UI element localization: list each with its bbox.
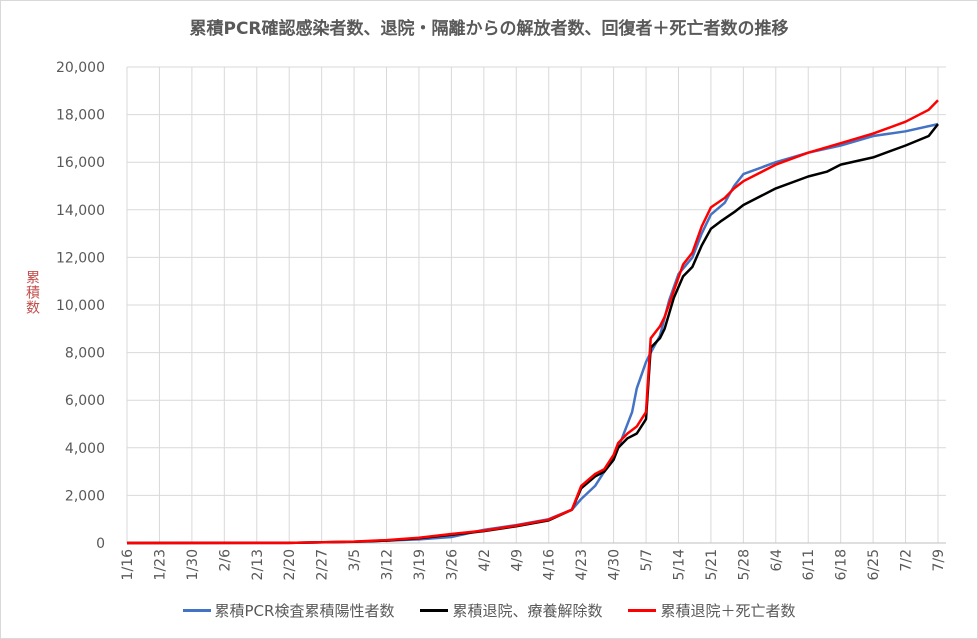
series-line-2	[126, 123, 939, 545]
x-tick-label: 3/5	[347, 549, 363, 572]
legend-swatch	[628, 609, 657, 612]
y-tick-label: 8,000	[65, 346, 105, 362]
legend-label: 累積退院、療養解除数	[452, 602, 603, 620]
y-axis-label: 累積数	[24, 270, 40, 315]
y-tick-label: 0	[96, 536, 105, 552]
x-tick-label: 4/23	[574, 549, 590, 580]
x-tick-label: 6/11	[801, 549, 817, 580]
x-tick-label: 3/26	[444, 549, 460, 581]
x-tick-label: 5/28	[736, 549, 752, 580]
x-tick-label: 3/19	[412, 549, 428, 580]
series-line-1	[126, 122, 939, 545]
legend: 累積PCR検査累積陽性者数 累積退院、療養解除数 累積退院＋死亡者数	[0, 600, 978, 621]
y-tick-label: 20,000	[56, 60, 105, 76]
x-tick-label: 4/16	[542, 549, 558, 581]
legend-swatch	[182, 609, 211, 612]
y-tick-label: 6,000	[65, 393, 105, 409]
series-line-3	[126, 99, 939, 545]
x-tick-label: 5/7	[639, 549, 655, 572]
x-tick-label: 7/9	[931, 549, 947, 572]
y-tick-label: 4,000	[65, 441, 105, 457]
y-tick-label: 18,000	[56, 108, 105, 124]
legend-item: 累積退院＋死亡者数	[628, 600, 795, 621]
x-tick-label: 6/18	[834, 549, 850, 580]
x-tick-label: 1/16	[120, 549, 136, 581]
x-tick-label: 5/14	[671, 549, 687, 581]
legend-item: 累積退院、療養解除数	[420, 600, 602, 621]
x-tick-label: 4/2	[477, 549, 493, 572]
x-tick-label: 7/2	[899, 549, 915, 572]
y-tick-label: 2,000	[65, 488, 105, 504]
y-tick-label: 12,000	[56, 250, 105, 266]
legend-label: 累積退院＋死亡者数	[660, 602, 796, 620]
x-tick-label: 6/4	[769, 549, 785, 572]
x-tick-label: 5/21	[704, 549, 720, 580]
x-tick-label: 3/12	[380, 549, 396, 580]
x-tick-label: 6/25	[866, 549, 882, 580]
x-tick-label: 1/30	[185, 549, 201, 580]
legend-label: 累積PCR検査累積陽性者数	[214, 602, 395, 620]
x-tick-label: 4/9	[509, 549, 525, 572]
x-tick-label: 1/23	[152, 549, 168, 580]
chart-title: 累積PCR確認感染者数、退院・隔離からの解放者数、回復者＋死亡者数の推移	[189, 19, 789, 39]
x-tick-label: 2/20	[282, 549, 298, 580]
x-tick-label: 2/27	[315, 549, 331, 580]
x-tick-label: 2/13	[250, 549, 266, 580]
y-tick-label: 10,000	[56, 298, 105, 314]
legend-item: 累積PCR検査累積陽性者数	[182, 600, 395, 621]
legend-swatch	[420, 609, 449, 612]
x-tick-label: 4/30	[607, 549, 623, 580]
y-tick-label: 14,000	[56, 203, 105, 219]
x-tick-label: 2/6	[217, 549, 233, 572]
y-tick-label: 16,000	[56, 155, 105, 171]
